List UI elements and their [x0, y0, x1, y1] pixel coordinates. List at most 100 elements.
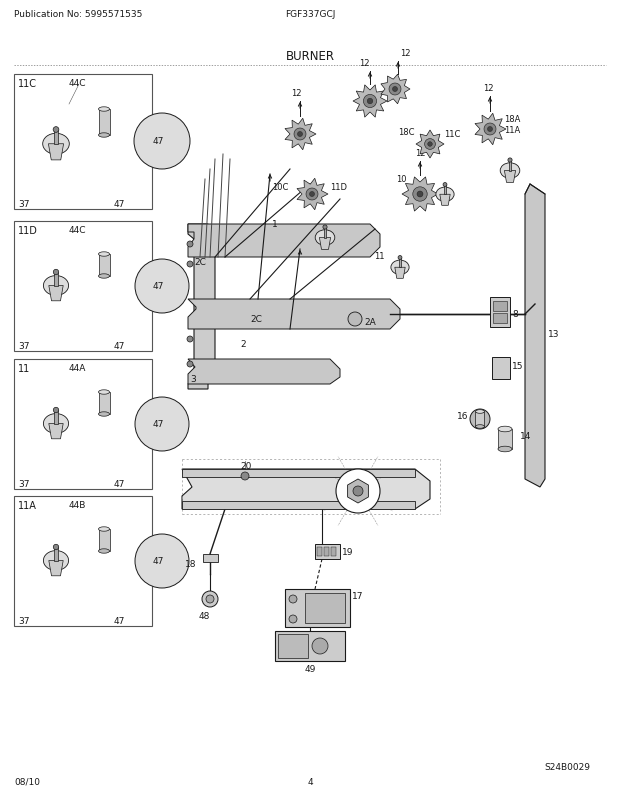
- Circle shape: [306, 188, 318, 200]
- Polygon shape: [285, 119, 316, 151]
- Ellipse shape: [99, 253, 110, 257]
- Polygon shape: [319, 238, 330, 250]
- Bar: [14, 359, 152, 489]
- Polygon shape: [440, 195, 450, 206]
- Ellipse shape: [498, 427, 512, 432]
- Polygon shape: [353, 86, 387, 118]
- Bar: [399, 258, 401, 268]
- Circle shape: [363, 95, 376, 108]
- Text: 37: 37: [18, 200, 30, 209]
- Bar: [99, 110, 110, 136]
- Circle shape: [135, 260, 189, 314]
- Polygon shape: [188, 300, 400, 330]
- Text: 44A: 44A: [69, 363, 86, 373]
- Polygon shape: [525, 184, 545, 488]
- Circle shape: [484, 124, 496, 136]
- Bar: [493, 302, 507, 312]
- Circle shape: [487, 128, 492, 132]
- Text: 11A: 11A: [504, 126, 520, 135]
- Text: 44B: 44B: [69, 500, 86, 509]
- Circle shape: [336, 469, 380, 513]
- Polygon shape: [395, 268, 405, 279]
- Bar: [324, 228, 326, 238]
- Ellipse shape: [99, 107, 110, 112]
- Bar: [324, 547, 329, 557]
- Circle shape: [241, 472, 249, 480]
- Circle shape: [312, 638, 328, 654]
- Polygon shape: [188, 225, 215, 390]
- Circle shape: [392, 87, 397, 92]
- Text: 12: 12: [400, 49, 410, 58]
- Text: 17: 17: [352, 591, 363, 600]
- Bar: [203, 554, 218, 562]
- Ellipse shape: [99, 527, 110, 532]
- Circle shape: [298, 132, 303, 137]
- Text: 47: 47: [153, 137, 164, 146]
- Text: 21: 21: [360, 472, 373, 481]
- Circle shape: [206, 595, 214, 603]
- Bar: [54, 411, 58, 424]
- Text: 08/10: 08/10: [14, 777, 40, 786]
- Bar: [492, 358, 510, 379]
- Bar: [14, 75, 152, 210]
- Ellipse shape: [436, 188, 454, 202]
- Ellipse shape: [99, 274, 110, 279]
- Text: 11C: 11C: [18, 79, 37, 89]
- Text: 2C: 2C: [250, 314, 262, 323]
- Ellipse shape: [43, 276, 69, 296]
- Text: 47: 47: [153, 282, 164, 291]
- Bar: [331, 547, 336, 557]
- Bar: [444, 185, 446, 195]
- Bar: [182, 501, 415, 509]
- Circle shape: [289, 595, 297, 603]
- Circle shape: [323, 225, 327, 230]
- Text: 12: 12: [291, 89, 301, 98]
- Polygon shape: [381, 75, 410, 104]
- Circle shape: [187, 261, 193, 268]
- Ellipse shape: [99, 549, 110, 553]
- Text: 15: 15: [512, 362, 523, 371]
- Circle shape: [443, 184, 447, 187]
- Text: 11D: 11D: [18, 225, 38, 236]
- Ellipse shape: [99, 134, 110, 138]
- Text: 10: 10: [397, 175, 407, 184]
- Text: 37: 37: [18, 616, 30, 626]
- Bar: [278, 634, 308, 658]
- Bar: [99, 392, 110, 415]
- Text: 2: 2: [240, 339, 246, 349]
- Circle shape: [425, 140, 435, 150]
- Polygon shape: [49, 286, 63, 302]
- Polygon shape: [49, 561, 63, 576]
- Polygon shape: [188, 359, 340, 384]
- Bar: [54, 273, 58, 286]
- Text: 47: 47: [153, 557, 164, 565]
- Circle shape: [508, 159, 512, 163]
- Text: 11: 11: [18, 363, 30, 374]
- Bar: [99, 529, 110, 551]
- Circle shape: [53, 270, 59, 275]
- Ellipse shape: [99, 412, 110, 417]
- Polygon shape: [297, 179, 328, 210]
- Polygon shape: [402, 178, 438, 212]
- Text: 18A: 18A: [504, 115, 520, 124]
- Text: 12: 12: [359, 59, 370, 68]
- Ellipse shape: [476, 425, 484, 429]
- Text: 14: 14: [520, 431, 531, 440]
- Circle shape: [187, 337, 193, 342]
- Text: 16: 16: [456, 411, 468, 420]
- Circle shape: [417, 192, 423, 198]
- Circle shape: [367, 99, 373, 104]
- Ellipse shape: [500, 164, 520, 179]
- Text: 47: 47: [114, 342, 125, 350]
- Text: 8: 8: [512, 310, 518, 318]
- Text: 11A: 11A: [18, 500, 37, 510]
- Ellipse shape: [99, 391, 110, 395]
- Text: 47: 47: [153, 420, 164, 429]
- Text: 2A: 2A: [364, 318, 376, 326]
- Bar: [305, 593, 345, 623]
- Text: BURNER: BURNER: [285, 50, 335, 63]
- Ellipse shape: [43, 551, 69, 571]
- Circle shape: [289, 615, 297, 623]
- Text: 11C: 11C: [444, 130, 461, 139]
- Bar: [99, 255, 110, 277]
